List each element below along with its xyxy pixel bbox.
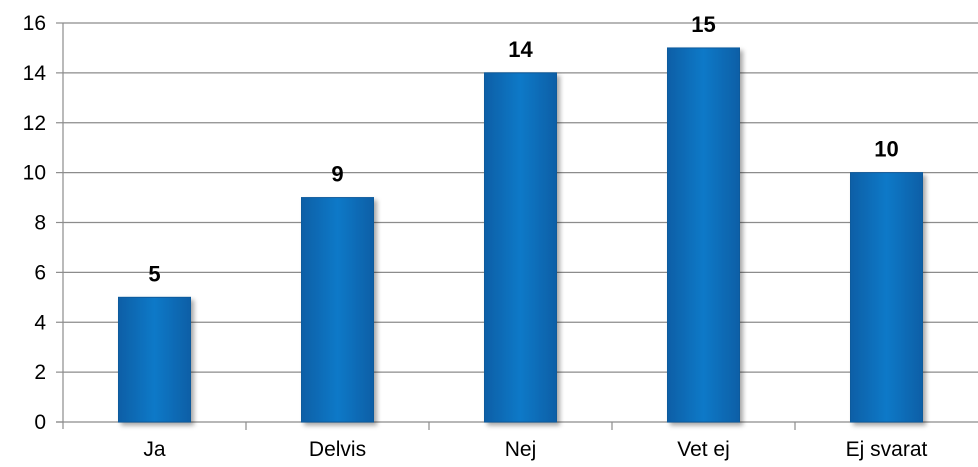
bars bbox=[118, 47, 923, 423]
y-tick-label: 16 bbox=[23, 12, 46, 35]
bar-vet-ej bbox=[667, 47, 740, 423]
y-tick-label: 12 bbox=[23, 112, 46, 135]
bar-ej-svarat bbox=[850, 172, 923, 423]
x-tick-label: Delvis bbox=[309, 438, 366, 461]
y-tick-label: 10 bbox=[23, 162, 46, 185]
y-tick-label: 4 bbox=[34, 311, 46, 334]
y-tick-label: 6 bbox=[34, 261, 46, 284]
data-label: 15 bbox=[691, 12, 715, 37]
data-label: 10 bbox=[874, 137, 898, 162]
y-tick-label: 2 bbox=[34, 361, 46, 384]
bar-ja bbox=[118, 296, 191, 423]
y-tick-label: 8 bbox=[34, 212, 46, 235]
bar-delvis bbox=[301, 197, 374, 423]
x-tick-label: Nej bbox=[505, 438, 537, 461]
data-label: 14 bbox=[508, 37, 533, 62]
bar-nej bbox=[484, 72, 557, 423]
labels: 0 2 4 6 8 10 12 14 16 5 Ja 9 Delvis 14 Nej 15 Vet ej 10 Ej… bbox=[23, 12, 928, 461]
data-label: 5 bbox=[148, 261, 160, 286]
x-tick-label: Ej svarat bbox=[846, 438, 928, 461]
x-tick-label: Vet ej bbox=[677, 438, 730, 461]
data-label: 9 bbox=[331, 162, 343, 187]
y-tick-label: 14 bbox=[23, 62, 47, 85]
y-tick-label: 0 bbox=[34, 411, 46, 434]
x-tick-label: Ja bbox=[143, 438, 166, 461]
